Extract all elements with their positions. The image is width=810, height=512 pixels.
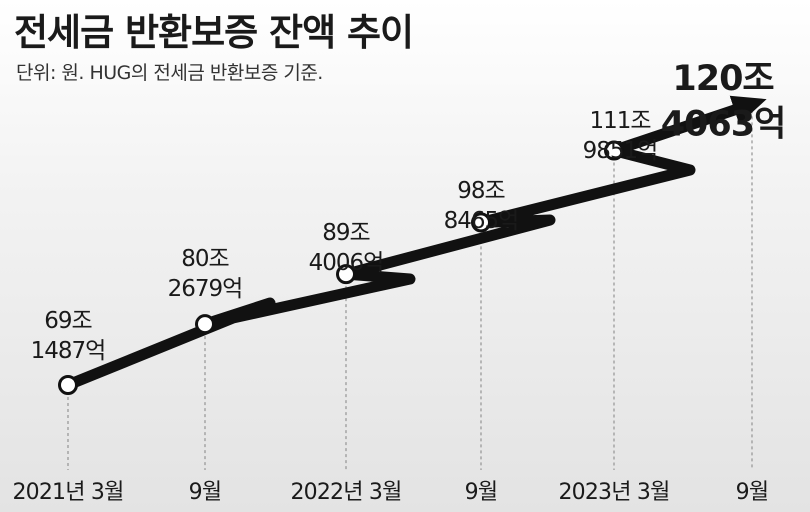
data-point-0 (58, 375, 78, 395)
chart-subtitle: 단위: 원. HUG의 전세금 반환보증 기준. (16, 62, 323, 84)
x-tick-label-4: 2023년 3월 (558, 480, 669, 505)
value-label-4-eok: 9851억 (583, 138, 658, 164)
data-point-2 (336, 264, 356, 285)
value-label-5-jo: 120조 (672, 59, 774, 99)
value-label-3-eok: 8465억 (444, 208, 519, 234)
x-tick-label-1: 9월 (189, 480, 222, 505)
value-label-5-eok: 4063억 (661, 105, 786, 145)
series-line (65, 95, 767, 391)
data-point-4 (604, 140, 624, 161)
value-label-2-eok: 4006억 (309, 250, 384, 276)
value-label-2-jo: 89조 (322, 220, 369, 246)
x-tick-label-3: 9월 (465, 480, 498, 505)
data-point-1 (195, 314, 215, 335)
value-label-1-jo: 80조 (181, 246, 228, 272)
value-label-3-jo: 98조 (457, 178, 504, 204)
value-label-4-jo: 111조 (589, 108, 650, 134)
x-tick-label-2: 2022년 3월 (290, 480, 401, 505)
x-tick-label-5: 9월 (736, 480, 769, 505)
value-label-0-eok: 1487억 (31, 338, 106, 364)
value-label-0-jo: 69조 (44, 308, 91, 334)
x-tick-label-0: 2021년 3월 (12, 480, 123, 505)
value-label-1-eok: 2679억 (168, 276, 243, 302)
chart-title: 전세금 반환보증 잔액 추이 (14, 11, 414, 54)
data-point-3 (471, 212, 491, 233)
